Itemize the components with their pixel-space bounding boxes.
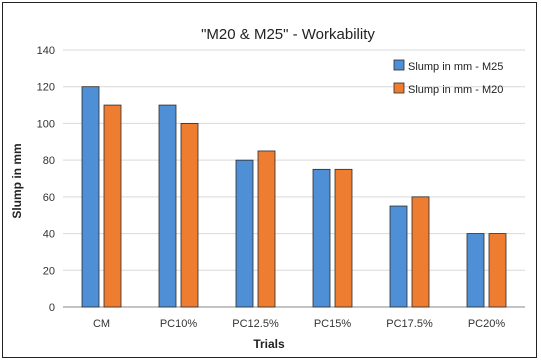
bar-m25 bbox=[389, 205, 408, 308]
legend-entry-label: Slump in mm - M25 bbox=[408, 61, 503, 73]
legend-swatch bbox=[393, 59, 405, 71]
y-tick-label: 120 bbox=[37, 82, 55, 94]
bar-m20 bbox=[257, 150, 276, 308]
bar-m25 bbox=[466, 233, 485, 308]
bar-m20 bbox=[103, 104, 122, 308]
bar-m20 bbox=[411, 196, 430, 308]
y-axis-ticks: 0 20 40 60 80 100 120 140 bbox=[37, 45, 55, 314]
y-tick-label: 40 bbox=[43, 229, 55, 241]
x-tick-label: CM bbox=[93, 318, 110, 330]
y-tick-label: 100 bbox=[37, 118, 55, 130]
gridlines bbox=[63, 49, 525, 308]
bar-m25 bbox=[158, 104, 177, 308]
bar-m25 bbox=[312, 168, 331, 308]
y-tick-label: 80 bbox=[43, 155, 55, 167]
legend-swatch bbox=[393, 82, 405, 94]
chart-title: "M20 & M25" - Workability bbox=[201, 26, 375, 43]
x-axis-ticks: CM PC10% PC12.5% PC15% PC17.5% PC20% bbox=[93, 318, 505, 330]
bar-m25 bbox=[81, 86, 100, 308]
x-tick-label: PC10% bbox=[160, 318, 198, 330]
y-tick-label: 60 bbox=[43, 192, 55, 204]
legend-entry-label: Slump in mm - M20 bbox=[408, 84, 503, 96]
x-tick-label: PC20% bbox=[468, 318, 506, 330]
x-tick-label: PC15% bbox=[314, 318, 352, 330]
y-tick-label: 140 bbox=[37, 45, 55, 57]
x-tick-label: PC12.5% bbox=[232, 318, 279, 330]
bar-m20 bbox=[334, 168, 353, 308]
chart-frame: "M20 & M25" - Workability 0 20 40 60 80 100 12… bbox=[2, 2, 537, 358]
bar-chart: "M20 & M25" - Workability 0 20 40 60 80 100 12… bbox=[10, 26, 525, 351]
x-tick-label: PC17.5% bbox=[386, 318, 433, 330]
bar-m25 bbox=[235, 159, 254, 308]
y-tick-label: 20 bbox=[43, 265, 55, 277]
bars bbox=[81, 86, 507, 308]
x-axis-label: Trials bbox=[253, 337, 285, 351]
legend: Slump in mm - M25 Slump in mm - M20 bbox=[393, 59, 503, 96]
bar-m20 bbox=[180, 123, 199, 308]
y-tick-label: 0 bbox=[49, 302, 55, 314]
bar-m20 bbox=[488, 233, 507, 308]
y-axis-label: Slump in mm bbox=[10, 143, 24, 218]
